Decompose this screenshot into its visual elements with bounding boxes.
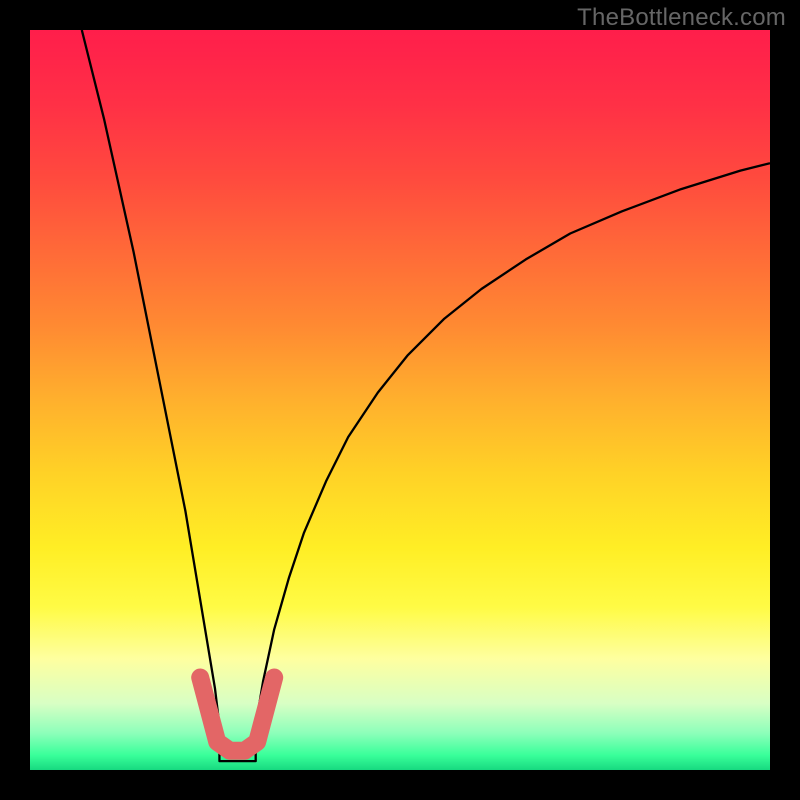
chart-container: TheBottleneck.com [0, 0, 800, 800]
plot-area [30, 30, 770, 770]
chart-svg [30, 30, 770, 770]
watermark-text: TheBottleneck.com [577, 4, 786, 32]
gradient-background [30, 30, 770, 770]
